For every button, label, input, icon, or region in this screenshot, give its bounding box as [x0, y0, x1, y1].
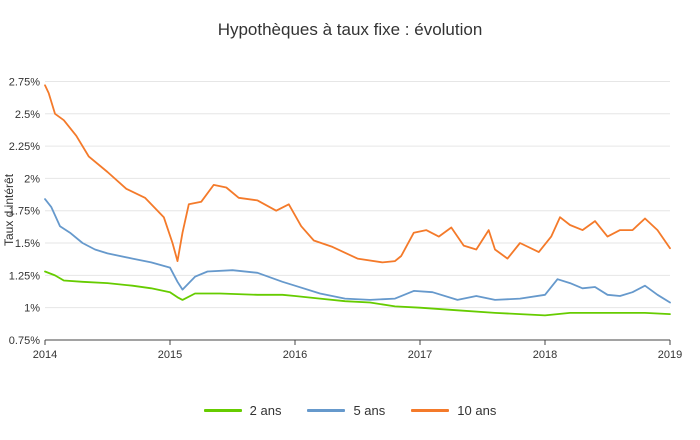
series-line-10-ans[interactable]: [44, 84, 671, 264]
y-tick-label: 1.75%: [9, 206, 40, 218]
legend-swatch-10-ans: [411, 409, 450, 412]
axes: 0.75% 1% 1.25% 1.5% 1.75% 2% 2.25% 2.5% 2.75% 201…: [9, 76, 682, 361]
legend-label-2-ans: 2 ans: [249, 403, 282, 418]
x-tick-label: 2019: [658, 349, 682, 361]
y-tick-label: 1%: [24, 303, 40, 315]
legend-item-5-ans[interactable]: 5 ans: [307, 403, 385, 418]
legend-swatch-5-ans: [307, 409, 346, 412]
legend-item-2-ans[interactable]: 2 ans: [203, 403, 282, 418]
x-tick-label: 2014: [33, 349, 57, 361]
series-lines: [44, 84, 671, 317]
y-tick-label: 2.25%: [9, 141, 40, 153]
legend-label-10-ans: 10 ans: [457, 403, 497, 418]
legend: 2 ans 5 ans 10 ans: [0, 403, 700, 418]
legend-swatch-2-ans: [203, 409, 242, 412]
legend-label-5-ans: 5 ans: [353, 403, 386, 418]
y-tick-label: 1.25%: [9, 270, 40, 282]
x-tick-label: 2018: [533, 349, 557, 361]
series-line-5-ans[interactable]: [44, 198, 671, 304]
y-tick-label: 2.75%: [9, 76, 40, 88]
x-tick-label: 2015: [158, 349, 182, 361]
y-axis-label: Taux d intérêt: [2, 173, 16, 246]
y-tick-label: 0.75%: [9, 335, 40, 347]
x-tick-label: 2017: [408, 349, 432, 361]
x-tick-label: 2016: [283, 349, 307, 361]
y-tick-label: 2%: [24, 173, 40, 185]
y-tick-label: 2.5%: [15, 109, 40, 121]
series-line-2-ans[interactable]: [44, 270, 671, 317]
chart-title: Hypothèques à taux fixe : évolution: [217, 20, 483, 39]
legend-item-10-ans[interactable]: 10 ans: [411, 403, 496, 418]
y-tick-label: 1.5%: [15, 238, 40, 250]
